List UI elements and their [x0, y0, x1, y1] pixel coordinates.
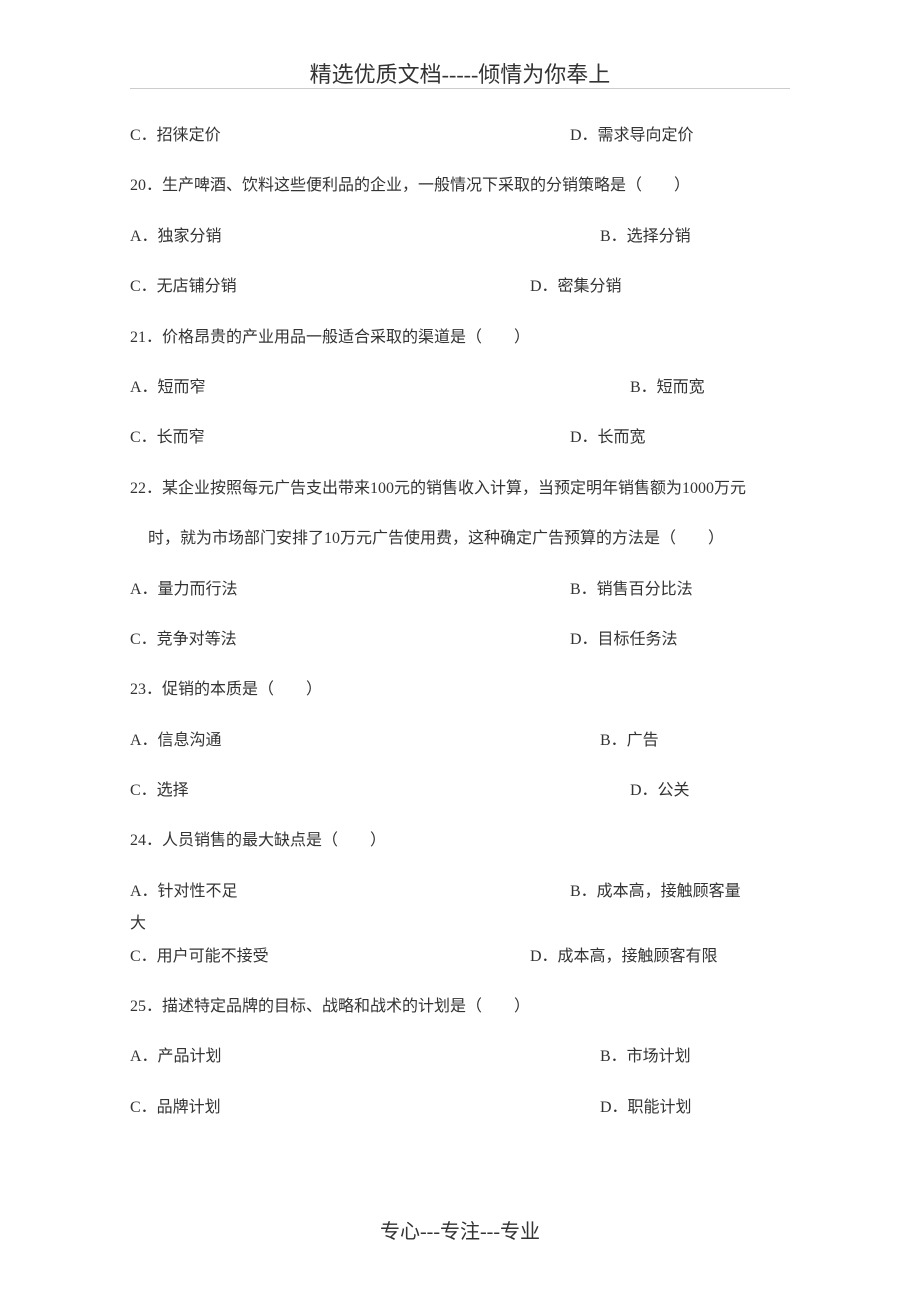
option-row: A．量力而行法 B．销售百分比法	[130, 579, 790, 601]
option-row: C．无店铺分销 D．密集分销	[130, 276, 790, 298]
page-footer: 专心---专注---专业	[0, 1215, 920, 1244]
option-row: A．信息沟通 B．广告	[130, 730, 790, 752]
option-row: C．长而窄 D．长而宽	[130, 427, 790, 449]
option-b-continuation: 大	[130, 913, 790, 935]
option-d: D．目标任务法	[570, 629, 678, 651]
header-underline	[130, 88, 790, 89]
option-a: A．独家分销	[130, 226, 222, 248]
question-21: 21．价格昂贵的产业用品一般适合采取的渠道是（ ）	[130, 327, 790, 349]
option-row: A．针对性不足 B．成本高，接触顾客量	[130, 881, 790, 903]
question-23: 23．促销的本质是（ ）	[130, 679, 790, 701]
option-row: C．招徕定价 D．需求导向定价	[130, 125, 790, 147]
option-c: C．招徕定价	[130, 125, 221, 147]
option-d: D．公关	[630, 780, 690, 802]
option-c: C．长而窄	[130, 427, 205, 449]
option-c: C．无店铺分销	[130, 276, 237, 298]
question-25: 25．描述特定品牌的目标、战略和战术的计划是（ ）	[130, 996, 790, 1018]
option-b: B．销售百分比法	[570, 579, 693, 601]
option-a: A．短而窄	[130, 377, 206, 399]
option-b: B．成本高，接触顾客量	[570, 881, 741, 903]
option-row: A．独家分销 B．选择分销	[130, 226, 790, 248]
option-row: C．品牌计划 D．职能计划	[130, 1097, 790, 1119]
option-row: A．产品计划 B．市场计划	[130, 1046, 790, 1068]
option-d: D．成本高，接触顾客有限	[530, 946, 718, 968]
option-d: D．需求导向定价	[570, 125, 694, 147]
option-c: C．选择	[130, 780, 189, 802]
option-row: C．用户可能不接受 D．成本高，接触顾客有限	[130, 946, 790, 968]
option-a: A．信息沟通	[130, 730, 222, 752]
option-a: A．产品计划	[130, 1046, 222, 1068]
option-a: A．量力而行法	[130, 579, 238, 601]
option-d: D．职能计划	[600, 1097, 692, 1119]
option-row: C．竞争对等法 D．目标任务法	[130, 629, 790, 651]
question-22-line1: 22．某企业按照每元广告支出带来100元的销售收入计算，当预定明年销售额为100…	[130, 478, 790, 500]
option-a: A．针对性不足	[130, 881, 238, 903]
option-b: B．选择分销	[600, 226, 691, 248]
document-content: C．招徕定价 D．需求导向定价 20．生产啤酒、饮料这些便利品的企业，一般情况下…	[130, 125, 790, 1147]
question-24: 24．人员销售的最大缺点是（ ）	[130, 830, 790, 852]
option-c: C．用户可能不接受	[130, 946, 269, 968]
option-d: D．密集分销	[530, 276, 622, 298]
question-22-line2: 时，就为市场部门安排了10万元广告使用费，这种确定广告预算的方法是（ ）	[130, 528, 790, 550]
option-row: C．选择 D．公关	[130, 780, 790, 802]
option-b: B．广告	[600, 730, 659, 752]
option-d: D．长而宽	[570, 427, 646, 449]
option-b: B．市场计划	[600, 1046, 691, 1068]
option-c: C．竞争对等法	[130, 629, 237, 651]
page-header: 精选优质文档-----倾情为你奉上	[0, 57, 920, 89]
option-c: C．品牌计划	[130, 1097, 221, 1119]
option-b: B．短而宽	[630, 377, 705, 399]
option-row: A．短而窄 B．短而宽	[130, 377, 790, 399]
question-20: 20．生产啤酒、饮料这些便利品的企业，一般情况下采取的分销策略是（ ）	[130, 175, 790, 197]
